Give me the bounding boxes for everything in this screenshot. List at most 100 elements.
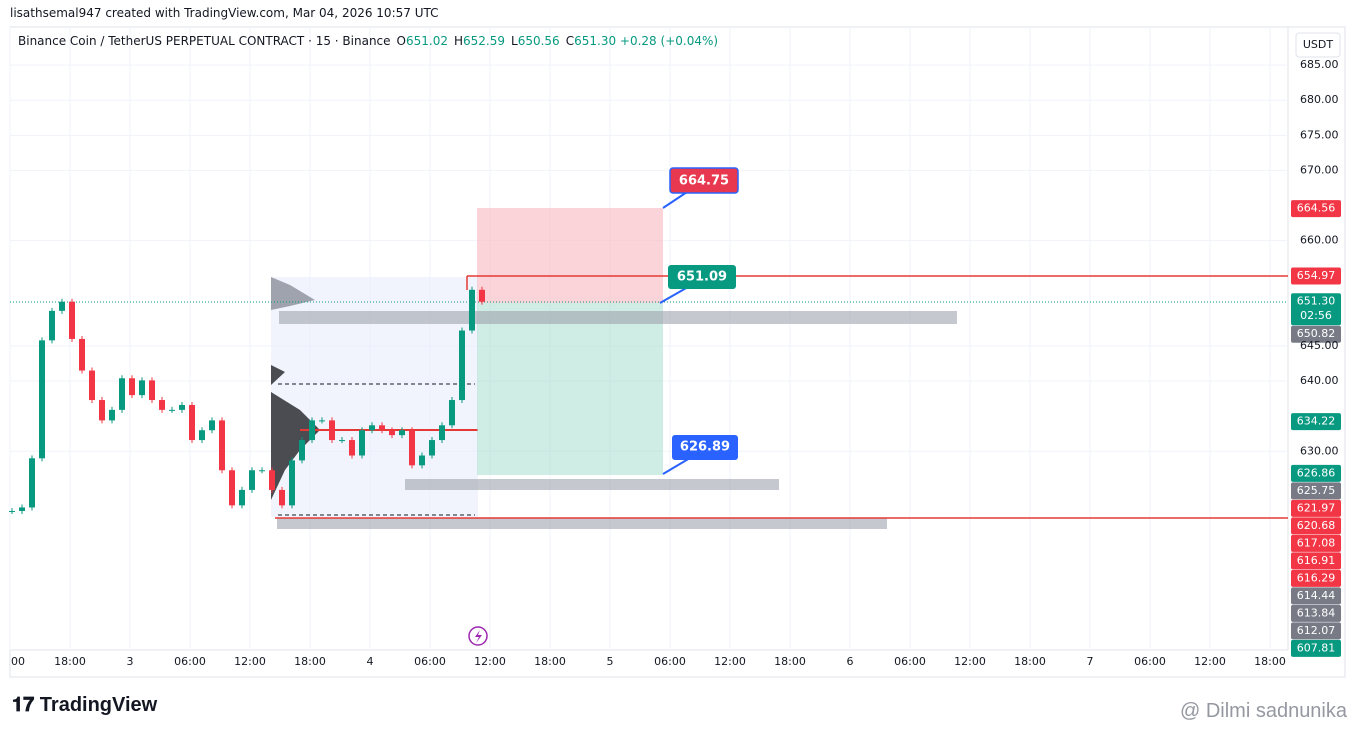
candle <box>279 489 285 506</box>
price-badge <box>1291 200 1341 218</box>
ohlc-item: 651.30 <box>574 34 617 48</box>
price-badge-label: 626.86 <box>1297 466 1336 479</box>
x-tick-label: 18:00 <box>1014 655 1046 668</box>
price-badge-label: 616.91 <box>1297 554 1336 567</box>
ohlc-item: L <box>511 34 518 48</box>
price-badge-label: 607.81 <box>1297 641 1336 654</box>
target-zone <box>477 303 663 475</box>
price-badge <box>1291 464 1341 482</box>
candle <box>179 404 185 410</box>
x-tick-label: 00 <box>11 655 25 668</box>
price-badge-label: 650.82 <box>1297 327 1336 340</box>
price-badge <box>1291 552 1341 570</box>
callout <box>672 435 738 460</box>
price-badge <box>1291 517 1341 535</box>
candle <box>9 510 15 512</box>
candle <box>379 425 385 431</box>
y-tick-label: 670.00 <box>1300 163 1339 176</box>
gray-zone <box>277 518 887 529</box>
candle <box>269 470 275 490</box>
candle <box>209 420 215 431</box>
ohlc-item: 651.02 <box>405 34 448 48</box>
y-tick-label: 685.00 <box>1300 58 1339 71</box>
candle <box>399 430 405 436</box>
callout-label: 626.89 <box>680 440 730 455</box>
gray-zone <box>405 479 779 490</box>
candle <box>259 470 265 472</box>
candle <box>169 409 175 411</box>
candle <box>349 440 355 456</box>
callout <box>668 265 736 289</box>
watermark: @ Dilmi sadnunika <box>1179 700 1347 722</box>
candle <box>109 409 115 421</box>
x-tick-label: 12:00 <box>474 655 506 668</box>
event-icon[interactable] <box>468 626 488 646</box>
candle <box>19 507 25 511</box>
price-badge-label: 625.75 <box>1297 484 1336 497</box>
ohlc-item: H <box>453 34 464 48</box>
candle <box>189 404 195 441</box>
x-tick-label: 6 <box>847 655 854 668</box>
candle <box>139 380 145 396</box>
candles <box>9 286 485 514</box>
candle <box>89 370 95 401</box>
price-badge <box>1291 604 1341 622</box>
x-tick-label: 06:00 <box>894 655 926 668</box>
price-badge-label: 651.30 <box>1297 295 1336 308</box>
candle <box>149 380 155 401</box>
callout-pointer <box>662 457 691 475</box>
price-badge-label: 664.56 <box>1297 202 1336 215</box>
candle <box>449 400 455 426</box>
volume-profile <box>271 365 320 500</box>
countdown: 02:56 <box>1300 309 1332 322</box>
brand-name: TradingView <box>39 694 158 716</box>
brand: 𝟏𝟕 TradingView <box>12 694 157 717</box>
candle <box>199 430 205 441</box>
x-tick-label: 3 <box>127 655 134 668</box>
callout-pointer <box>659 286 689 304</box>
x-tick-label: 12:00 <box>954 655 986 668</box>
price-badge-label: 621.97 <box>1297 501 1336 514</box>
y-tick-label: 630.00 <box>1300 444 1339 457</box>
x-tick-label: 18:00 <box>54 655 86 668</box>
price-badge <box>1291 413 1341 431</box>
x-tick-label: 06:00 <box>1134 655 1166 668</box>
x-tick-label: 12:00 <box>714 655 746 668</box>
x-tick-label: 18:00 <box>534 655 566 668</box>
candle <box>49 310 55 341</box>
price-badge-label: 617.08 <box>1297 536 1336 549</box>
candle <box>299 440 305 461</box>
price-badge-label: 620.68 <box>1297 519 1336 532</box>
price-badge-label: 634.22 <box>1297 415 1336 428</box>
ohlc-item: 652.59 <box>463 34 506 48</box>
x-tick-label: 12:00 <box>234 655 266 668</box>
x-tick-label: 5 <box>607 655 614 668</box>
x-tick-label: 18:00 <box>774 655 806 668</box>
change: +0.28 (+0.04%) <box>619 34 719 48</box>
candle <box>339 440 345 442</box>
candle <box>229 470 235 506</box>
x-tick-label: 7 <box>1087 655 1094 668</box>
price-badge-label: 614.44 <box>1297 589 1336 602</box>
candle <box>219 420 225 471</box>
price-badge <box>1291 534 1341 552</box>
price-badge-label: 616.29 <box>1297 571 1336 584</box>
currency: USDT <box>1303 38 1334 51</box>
callout-label: 651.09 <box>677 270 727 285</box>
credit: lisathsemal947 created with TradingView.… <box>10 6 439 20</box>
ohlc-item: O <box>396 34 406 48</box>
y-tick-label: 640.00 <box>1300 374 1339 387</box>
x-tick-label: 18:00 <box>294 655 326 668</box>
candle <box>239 489 245 506</box>
currency-button[interactable] <box>1295 32 1341 58</box>
price-badge-label: 613.84 <box>1297 606 1336 619</box>
logo: 𝟏𝟕 <box>12 694 40 716</box>
price-badge-label: 654.97 <box>1297 269 1336 282</box>
candle <box>69 301 75 339</box>
stop-zone <box>477 208 663 303</box>
price-badge <box>1291 325 1341 343</box>
ohlc-item: C <box>565 34 575 48</box>
candle <box>119 378 125 410</box>
candle <box>129 378 135 396</box>
